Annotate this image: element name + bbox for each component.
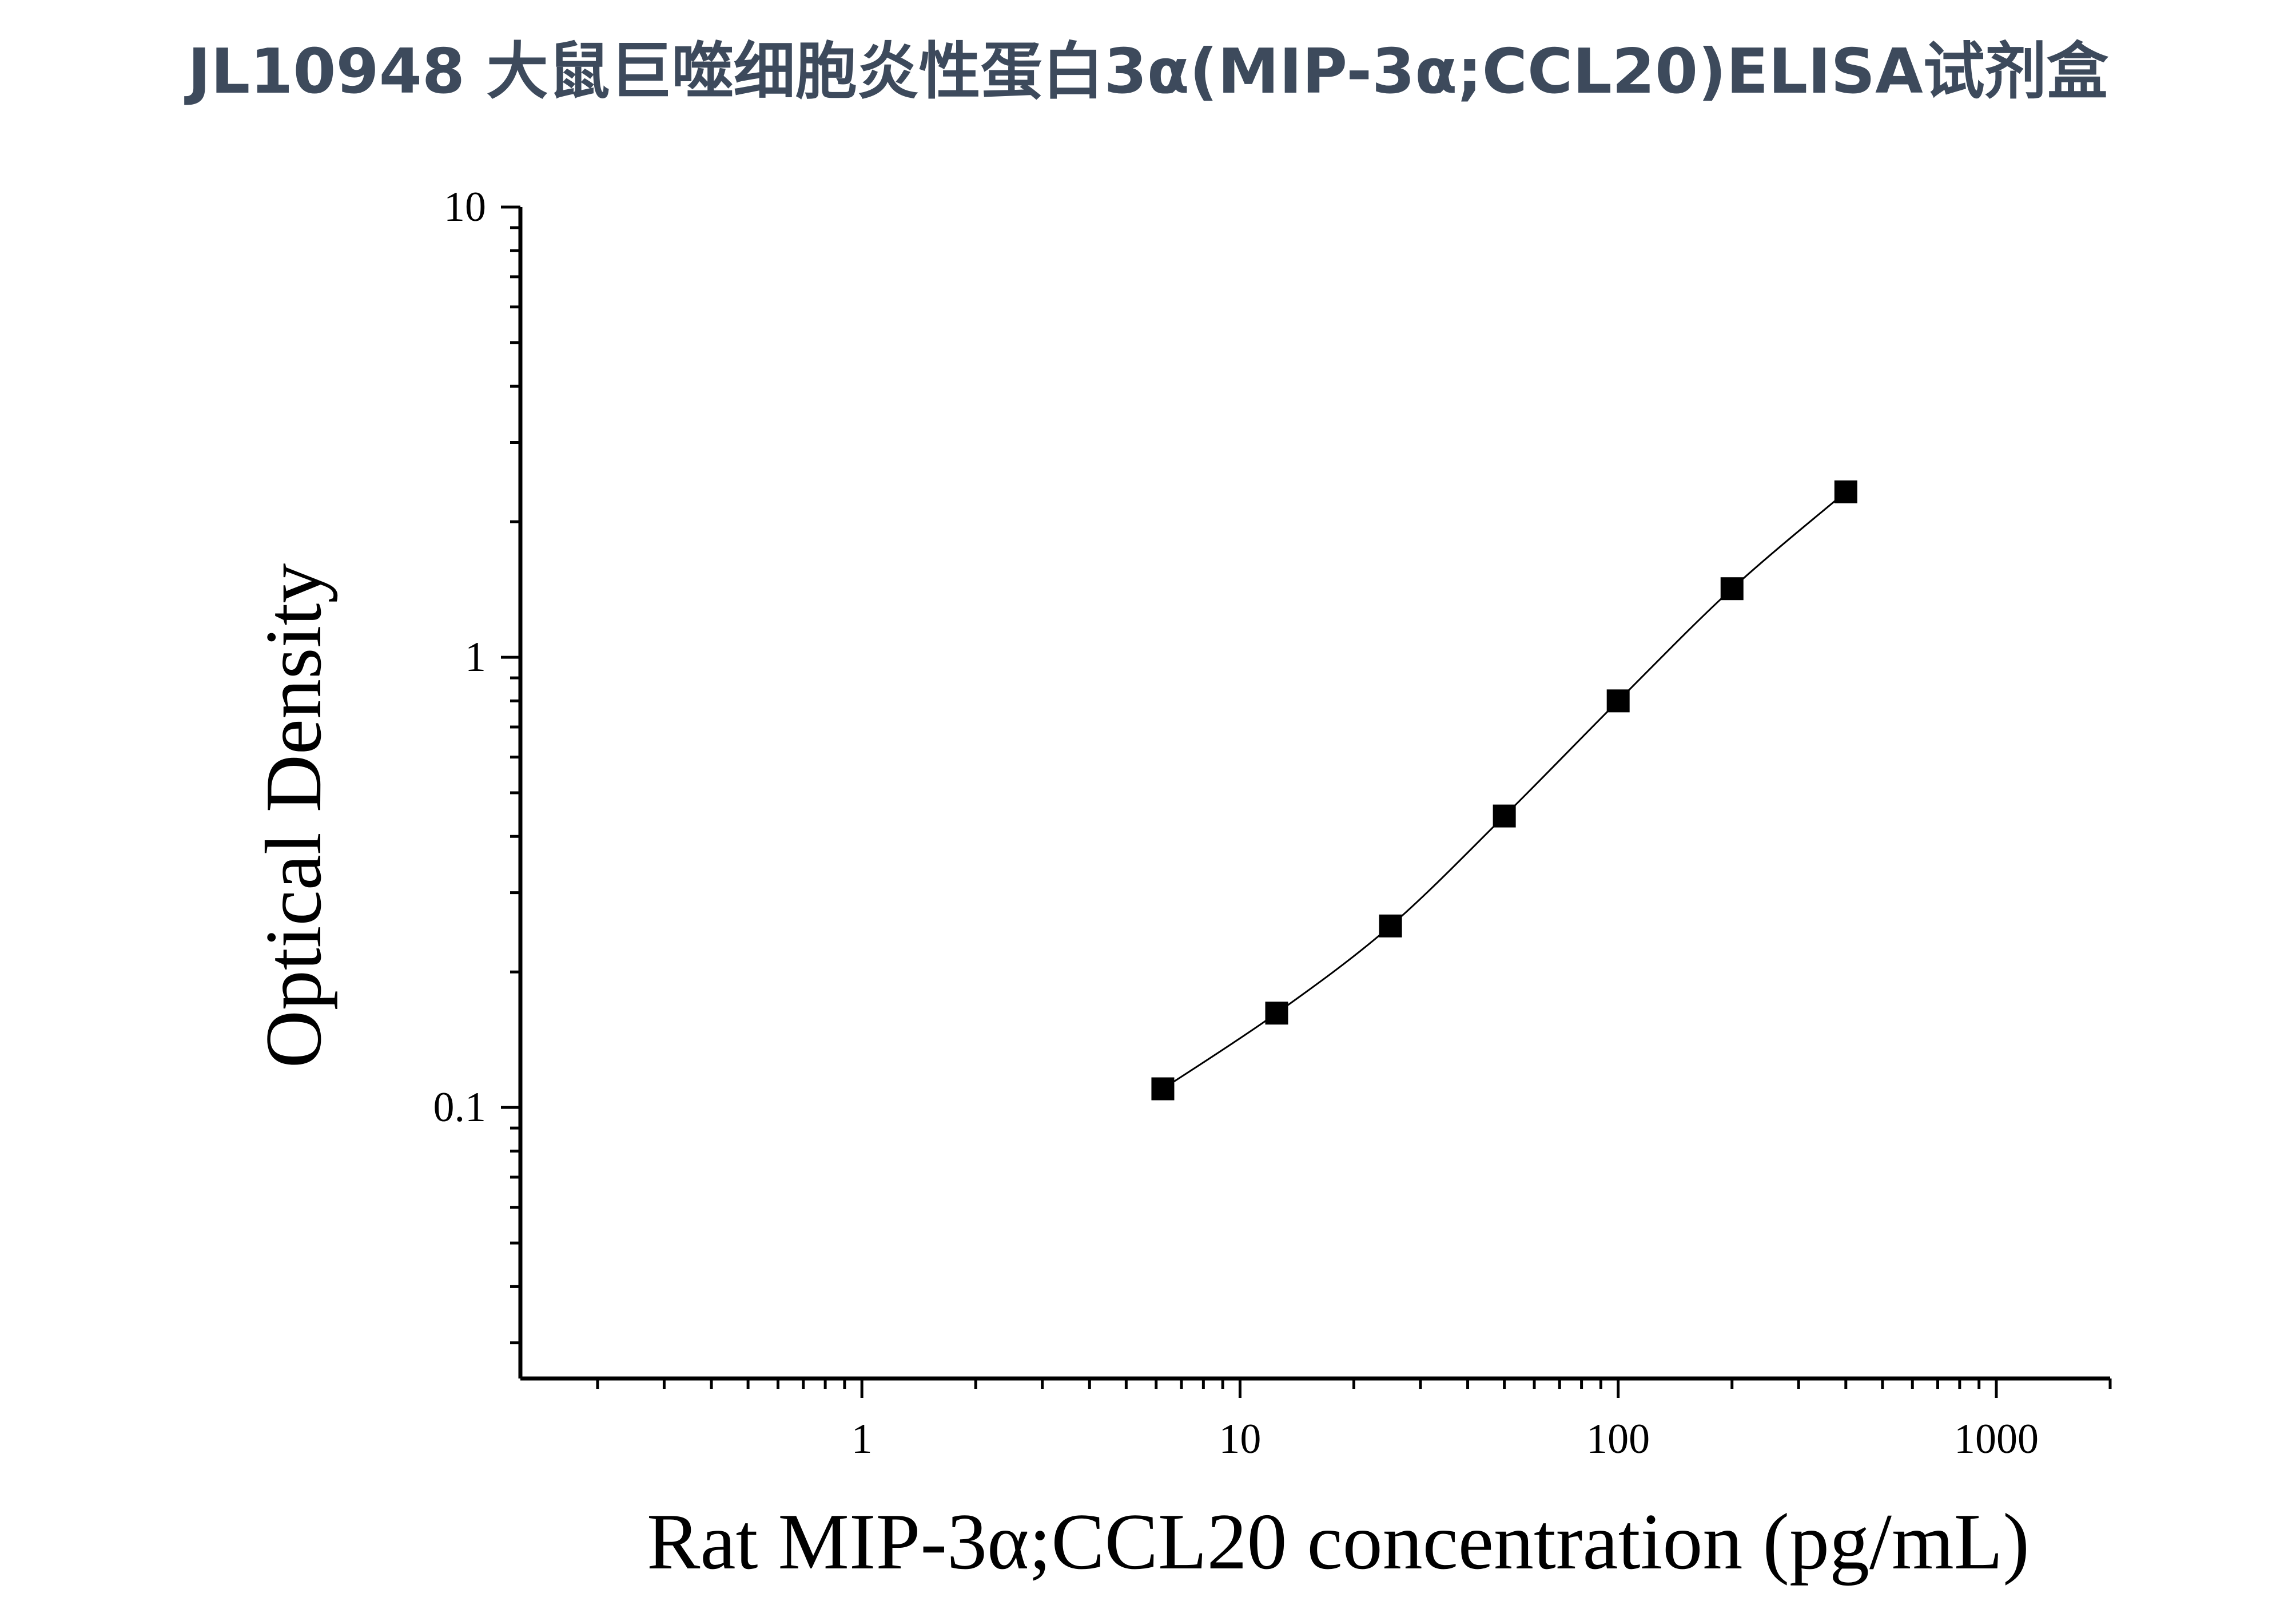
- data-point: [1606, 689, 1630, 713]
- y-major-ticks: 0.1 1 10: [433, 184, 520, 1131]
- x-tick-label: 100: [1586, 1416, 1650, 1463]
- data-point: [1151, 1077, 1175, 1101]
- data-point: [1834, 480, 1857, 503]
- y-tick-label: 0.1: [433, 1084, 487, 1131]
- data-point: [1265, 1002, 1288, 1025]
- y-tick-label: 10: [444, 184, 486, 231]
- x-major-ticks: 1 10 100 1000: [851, 1378, 2039, 1463]
- x-axis-title: Rat MIP-3α;CCL20 concentration (pg/mL): [647, 1497, 2030, 1586]
- data-point: [1493, 804, 1516, 828]
- page-title: JL10948 大鼠巨噬细胞炎性蛋白3α(MIP-3α;CCL20)ELISA试…: [188, 36, 2108, 108]
- y-tick-label: 1: [465, 634, 486, 681]
- x-tick-label: 1000: [1954, 1416, 2039, 1463]
- x-tick-label: 10: [1219, 1416, 1261, 1463]
- data-point: [1379, 914, 1402, 937]
- x-tick-label: 1: [851, 1416, 873, 1463]
- data-points: [1151, 480, 1857, 1101]
- y-axis-title: Optical Density: [249, 563, 338, 1068]
- data-point: [1720, 577, 1744, 601]
